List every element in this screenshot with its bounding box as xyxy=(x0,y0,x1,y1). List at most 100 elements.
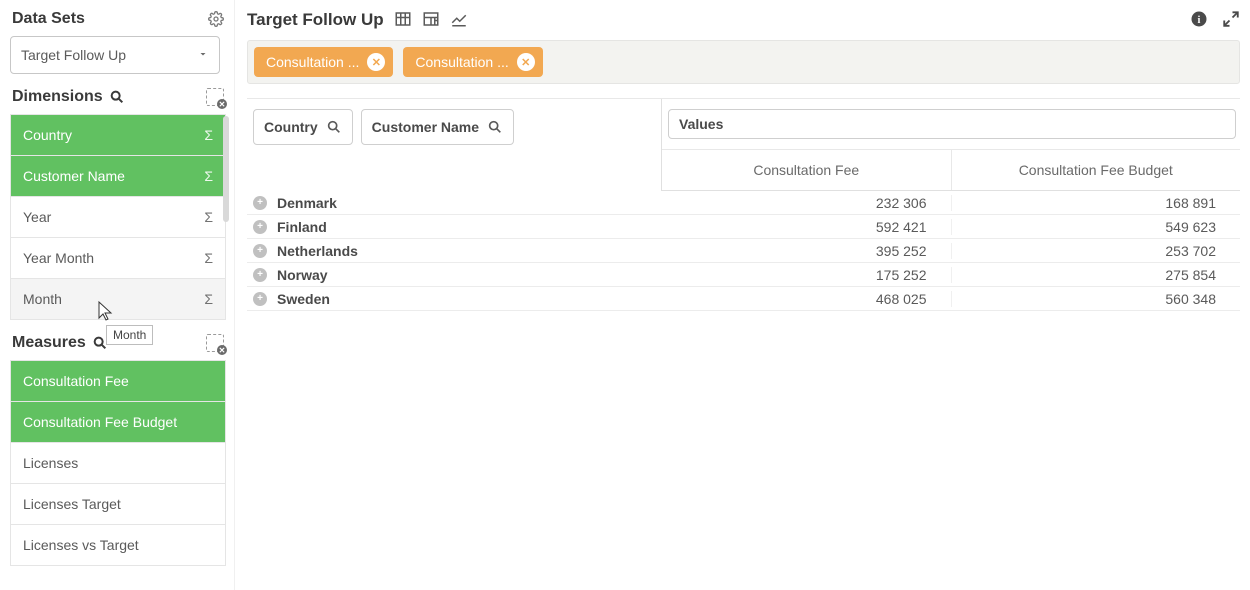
dimension-item[interactable]: MonthΣ xyxy=(11,279,225,320)
dimension-label: Year Month xyxy=(23,250,94,266)
tooltip: Month xyxy=(106,325,153,345)
row-values: 592 421549 623 xyxy=(662,219,1240,235)
dimensions-title: Dimensions xyxy=(12,88,103,106)
dimension-label: Year xyxy=(23,209,51,225)
cell: 468 025 xyxy=(662,291,952,307)
cell: 549 623 xyxy=(952,219,1241,235)
chip-label: Consultation ... xyxy=(266,54,359,70)
gear-icon[interactable] xyxy=(208,11,224,27)
row-values: 468 025560 348 xyxy=(662,291,1240,307)
measure-label: Licenses Target xyxy=(23,496,121,512)
expand-icon[interactable]: + xyxy=(253,196,267,210)
main: Target Follow Up i Consultation ... ✕ Cons… xyxy=(235,0,1250,590)
filter-chip[interactable]: Consultation ... ✕ xyxy=(254,47,393,77)
sigma-icon[interactable]: Σ xyxy=(204,291,213,307)
expand-icon[interactable]: + xyxy=(253,220,267,234)
expand-icon[interactable]: + xyxy=(253,244,267,258)
measure-item[interactable]: Licenses vs Target xyxy=(11,525,225,566)
dimensions-list: CountryΣCustomer NameΣYearΣYear MonthΣMo… xyxy=(10,114,226,320)
column-header[interactable]: Consultation Fee xyxy=(662,150,952,190)
row-values: 232 306168 891 xyxy=(662,195,1240,211)
cell: 175 252 xyxy=(662,267,952,283)
close-icon[interactable]: ✕ xyxy=(367,53,385,71)
sigma-icon[interactable]: Σ xyxy=(204,168,213,184)
row-field-chip[interactable]: Customer Name xyxy=(361,109,514,145)
page-title: Target Follow Up xyxy=(247,10,384,30)
dimension-label: Country xyxy=(23,127,72,143)
row-label: Norway xyxy=(277,267,328,283)
measures-title: Measures xyxy=(12,334,86,352)
cell: 275 854 xyxy=(952,267,1241,283)
measure-label: Consultation Fee xyxy=(23,373,129,389)
dimension-item[interactable]: Year Month Σ xyxy=(11,238,225,279)
dataset-selected-label: Target Follow Up xyxy=(21,47,126,63)
scrollbar[interactable] xyxy=(223,116,229,222)
clear-selection-icon[interactable]: ✕ xyxy=(206,334,224,352)
dimension-label: Customer Name xyxy=(23,168,125,184)
pivot-icon[interactable] xyxy=(422,10,440,31)
chart-icon[interactable] xyxy=(450,10,468,31)
close-icon[interactable]: ✕ xyxy=(517,53,535,71)
cell: 253 702 xyxy=(952,243,1241,259)
expand-icon[interactable]: + xyxy=(253,292,267,306)
row-values: 395 252253 702 xyxy=(662,243,1240,259)
sigma-icon[interactable]: Σ xyxy=(204,209,213,225)
fullscreen-icon[interactable] xyxy=(1222,10,1240,31)
table-row: + Sweden 468 025560 348 xyxy=(247,287,1240,311)
filter-chip[interactable]: Consultation ...✕ xyxy=(403,47,542,77)
sigma-icon[interactable]: Σ xyxy=(204,127,213,143)
dimension-item[interactable]: Country Σ xyxy=(11,115,225,156)
measure-label: Licenses xyxy=(23,455,78,471)
measures-list: Consultation Fee Consultation Fee Budget L… xyxy=(10,360,226,566)
field-label: Customer Name xyxy=(372,119,479,135)
measure-item[interactable]: Licenses Target xyxy=(11,484,225,525)
cell: 395 252 xyxy=(662,243,952,259)
table-row: + Netherlands 395 252253 702 xyxy=(247,239,1240,263)
row-fields: Country Customer Name xyxy=(247,99,661,149)
table-icon[interactable] xyxy=(394,10,412,31)
values-area: Values xyxy=(662,99,1240,149)
chevron-down-icon xyxy=(197,47,209,63)
data-rows: +Denmark232 306168 891+Finland592 421549… xyxy=(247,191,1240,311)
column-headers: Consultation FeeConsultation Fee Budget xyxy=(662,149,1240,191)
dimension-item[interactable]: Customer Name Σ xyxy=(11,156,225,197)
svg-text:i: i xyxy=(1198,14,1201,25)
expand-icon[interactable]: + xyxy=(253,268,267,282)
row-label: Sweden xyxy=(277,291,330,307)
table-row: + Finland 592 421549 623 xyxy=(247,215,1240,239)
cell: 232 306 xyxy=(662,195,952,211)
measure-item[interactable]: Consultation Fee Budget xyxy=(11,402,225,443)
sigma-icon[interactable]: Σ xyxy=(204,250,213,266)
pivot-grid: Country Customer Name Values Consultation… xyxy=(247,98,1240,191)
clear-selection-icon[interactable]: ✕ xyxy=(206,88,224,106)
values-chip[interactable]: Values xyxy=(668,109,1236,139)
datasets-title: Data Sets xyxy=(12,10,85,28)
search-icon[interactable] xyxy=(487,119,503,135)
table-row: + Norway 175 252275 854 xyxy=(247,263,1240,287)
row-label-area: + Finland xyxy=(247,219,662,235)
search-icon[interactable] xyxy=(109,89,125,105)
info-icon[interactable]: i xyxy=(1190,10,1208,31)
row-label: Finland xyxy=(277,219,327,235)
measure-label: Licenses vs Target xyxy=(23,537,139,553)
row-label-area: + Netherlands xyxy=(247,243,662,259)
measure-item[interactable]: Consultation Fee xyxy=(11,361,225,402)
row-label: Netherlands xyxy=(277,243,358,259)
row-label-area: + Norway xyxy=(247,267,662,283)
table-row: +Denmark232 306168 891 xyxy=(247,191,1240,215)
cell: 560 348 xyxy=(952,291,1241,307)
filter-chips-row: Consultation ...✕Consultation ...✕ xyxy=(247,40,1240,84)
search-icon[interactable] xyxy=(326,119,342,135)
row-values: 175 252275 854 xyxy=(662,267,1240,283)
values-label: Values xyxy=(679,116,723,132)
dimension-item[interactable]: Year Σ xyxy=(11,197,225,238)
row-label-area: + Sweden xyxy=(247,291,662,307)
column-header[interactable]: Consultation Fee Budget xyxy=(952,150,1241,190)
field-label: Country xyxy=(264,119,318,135)
cell: 168 891 xyxy=(952,195,1241,211)
dataset-select[interactable]: Target Follow Up xyxy=(10,36,220,74)
sidebar: Data Sets Target Follow Up Dimensions ✕ … xyxy=(0,0,235,590)
dimensions-header: Dimensions ✕ xyxy=(10,88,226,106)
row-field-chip[interactable]: Country xyxy=(253,109,353,145)
measure-item[interactable]: Licenses xyxy=(11,443,225,484)
